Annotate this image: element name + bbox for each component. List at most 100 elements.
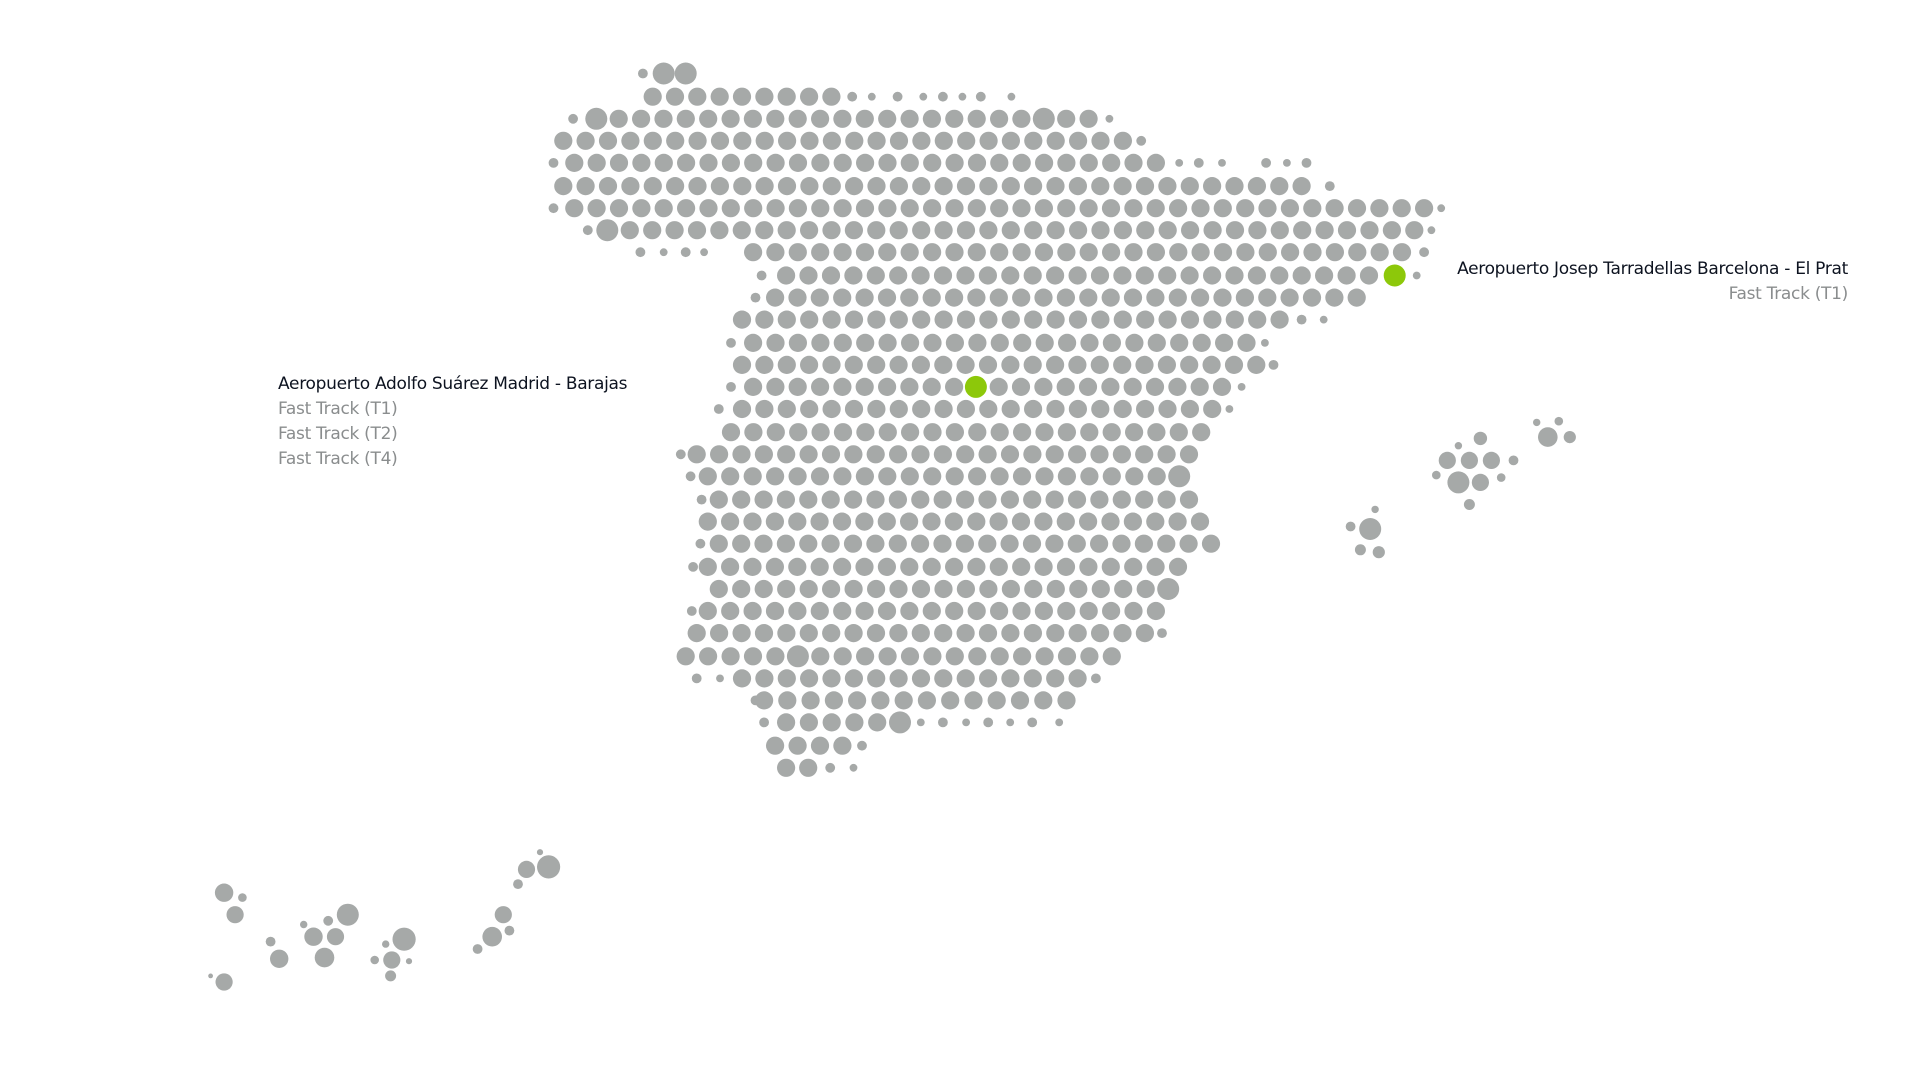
map-dot bbox=[699, 647, 718, 666]
map-dot bbox=[726, 382, 736, 392]
map-dot bbox=[811, 109, 830, 128]
map-dot bbox=[934, 131, 953, 150]
map-dot bbox=[766, 243, 785, 262]
map-dot bbox=[844, 355, 863, 374]
map-dot bbox=[1056, 377, 1075, 396]
map-dot bbox=[912, 399, 931, 419]
map-dot bbox=[1157, 534, 1176, 553]
map-dot bbox=[945, 109, 964, 128]
map-dot bbox=[989, 557, 1008, 577]
map-dot bbox=[833, 423, 853, 442]
map-dot bbox=[382, 940, 390, 948]
map-dot bbox=[878, 467, 897, 486]
map-dot bbox=[1067, 534, 1086, 553]
map-dot bbox=[1170, 333, 1189, 352]
map-dot bbox=[941, 691, 960, 710]
map-dot bbox=[576, 177, 595, 196]
map-dot bbox=[867, 399, 886, 419]
map-dot bbox=[855, 557, 874, 577]
map-dot bbox=[833, 736, 852, 755]
map-dot bbox=[1012, 557, 1031, 577]
map-dot bbox=[1371, 505, 1379, 514]
map-dot bbox=[900, 199, 919, 218]
map-dot bbox=[868, 713, 887, 732]
map-dot bbox=[1146, 512, 1165, 531]
map-dot bbox=[1496, 473, 1506, 482]
map-dot bbox=[866, 490, 885, 509]
map-dot bbox=[754, 534, 773, 553]
map-dot bbox=[1432, 470, 1441, 480]
barcelona-airport-marker[interactable] bbox=[1383, 264, 1406, 287]
madrid-airport-label[interactable]: Aeropuerto Adolfo Suárez Madrid - Baraja… bbox=[278, 372, 628, 472]
map-dot bbox=[1359, 518, 1382, 540]
service-item[interactable]: Fast Track (T1) bbox=[1728, 284, 1849, 304]
map-dot bbox=[1261, 158, 1271, 168]
map-dot bbox=[800, 87, 819, 106]
map-dot bbox=[844, 221, 864, 240]
map-dot bbox=[766, 377, 785, 396]
map-dot bbox=[1023, 355, 1042, 374]
map-dot bbox=[494, 906, 512, 924]
map-dot bbox=[811, 333, 830, 352]
map-dot bbox=[1045, 445, 1064, 464]
barcelona-airport-label[interactable]: Aeropuerto Josep Tarradellas Barcelona -… bbox=[1457, 257, 1848, 307]
map-dot bbox=[857, 740, 867, 751]
map-dot bbox=[878, 647, 897, 666]
map-dot bbox=[1157, 445, 1176, 464]
map-dot bbox=[565, 153, 584, 172]
service-item[interactable]: Fast Track (T1) bbox=[278, 399, 398, 419]
map-dot bbox=[956, 221, 976, 240]
map-dot bbox=[685, 471, 696, 482]
map-dot bbox=[912, 221, 931, 240]
map-dot bbox=[688, 177, 707, 196]
map-dot bbox=[799, 624, 818, 643]
map-dot bbox=[1370, 199, 1389, 218]
map-dot bbox=[732, 221, 751, 240]
map-dot bbox=[1247, 266, 1266, 285]
service-item[interactable]: Fast Track (T2) bbox=[278, 424, 398, 444]
map-dot bbox=[1113, 177, 1132, 196]
map-dot bbox=[554, 177, 573, 196]
map-dot bbox=[900, 109, 919, 128]
map-dot bbox=[1102, 601, 1121, 621]
map-dot bbox=[1001, 669, 1020, 688]
map-dot bbox=[755, 310, 774, 329]
map-dot bbox=[1022, 534, 1042, 553]
map-dot bbox=[1419, 247, 1429, 258]
service-item[interactable]: Fast Track (T4) bbox=[278, 449, 398, 469]
map-dot bbox=[1046, 624, 1065, 643]
map-dot bbox=[900, 153, 919, 172]
map-dot bbox=[810, 288, 829, 307]
map-dot bbox=[1034, 691, 1053, 710]
map-dot bbox=[716, 674, 724, 683]
map-dot bbox=[1136, 399, 1155, 419]
map-dot bbox=[654, 153, 673, 172]
map-dot bbox=[989, 288, 1008, 307]
map-dot bbox=[956, 490, 975, 509]
map-dot bbox=[756, 270, 767, 281]
map-dot bbox=[866, 624, 886, 643]
map-dot bbox=[688, 87, 707, 106]
map-dot bbox=[1000, 534, 1019, 553]
map-dot bbox=[800, 221, 819, 240]
map-dot bbox=[777, 310, 796, 329]
map-dot bbox=[922, 557, 941, 577]
map-dot bbox=[1123, 288, 1143, 307]
map-dot bbox=[1000, 445, 1020, 464]
map-dot bbox=[833, 377, 852, 396]
map-dot bbox=[1463, 499, 1475, 510]
map-dot bbox=[1296, 314, 1307, 325]
map-dot bbox=[1024, 399, 1043, 419]
map-dot bbox=[1079, 153, 1098, 172]
map-dot bbox=[1023, 445, 1042, 464]
map-dot bbox=[1175, 159, 1184, 167]
madrid-airport-marker[interactable] bbox=[964, 375, 987, 398]
map-dot bbox=[888, 534, 907, 553]
map-dot bbox=[1482, 451, 1500, 469]
map-dot bbox=[916, 718, 925, 727]
map-dot bbox=[1191, 288, 1210, 307]
map-dot bbox=[990, 333, 1009, 352]
map-dot bbox=[855, 243, 875, 262]
map-dot bbox=[912, 310, 931, 329]
map-dot bbox=[967, 512, 986, 531]
